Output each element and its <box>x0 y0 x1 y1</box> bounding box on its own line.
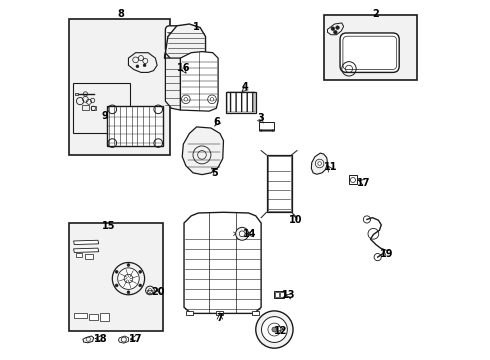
Circle shape <box>210 98 214 101</box>
Polygon shape <box>85 254 93 259</box>
Bar <box>262 129 263 131</box>
Circle shape <box>115 284 118 287</box>
Text: 17: 17 <box>357 178 370 188</box>
Polygon shape <box>180 51 218 111</box>
Bar <box>268 129 270 131</box>
Polygon shape <box>311 153 327 174</box>
Circle shape <box>127 264 130 266</box>
Circle shape <box>336 26 339 30</box>
Circle shape <box>146 286 154 295</box>
Circle shape <box>256 311 293 348</box>
Bar <box>267 155 292 212</box>
Bar <box>191 59 195 63</box>
Text: 2: 2 <box>372 9 379 19</box>
Circle shape <box>112 262 145 295</box>
Circle shape <box>374 253 381 261</box>
Polygon shape <box>74 248 98 252</box>
Text: 9: 9 <box>102 111 108 121</box>
Text: 8: 8 <box>118 9 125 19</box>
Polygon shape <box>166 24 205 62</box>
Circle shape <box>364 216 370 223</box>
Polygon shape <box>89 315 98 320</box>
Bar <box>107 107 163 146</box>
Bar <box>198 59 202 63</box>
Text: 12: 12 <box>274 325 288 336</box>
Bar <box>266 129 267 131</box>
Polygon shape <box>76 253 82 257</box>
Text: 13: 13 <box>282 291 296 301</box>
Circle shape <box>331 27 335 31</box>
Bar <box>170 59 173 63</box>
Polygon shape <box>74 313 87 318</box>
Bar <box>186 311 193 315</box>
Bar <box>259 129 261 131</box>
Bar <box>176 59 181 63</box>
Bar <box>259 122 274 130</box>
Circle shape <box>262 317 287 342</box>
Circle shape <box>239 231 245 237</box>
Bar <box>349 175 357 184</box>
Bar <box>69 19 170 155</box>
Polygon shape <box>184 212 261 314</box>
Bar <box>75 93 78 95</box>
FancyBboxPatch shape <box>340 33 399 72</box>
Text: 20: 20 <box>151 287 165 297</box>
Bar <box>274 291 285 298</box>
Circle shape <box>148 289 152 292</box>
Circle shape <box>334 31 337 34</box>
Bar <box>264 129 265 131</box>
Text: 3: 3 <box>258 113 265 123</box>
Text: 10: 10 <box>289 215 302 225</box>
Polygon shape <box>74 240 98 244</box>
Polygon shape <box>100 314 109 320</box>
Circle shape <box>115 270 118 273</box>
Circle shape <box>136 65 139 68</box>
Text: 6: 6 <box>213 117 220 127</box>
Bar <box>252 311 259 315</box>
Text: 19: 19 <box>380 248 393 258</box>
Bar <box>280 292 284 297</box>
Bar <box>227 93 255 112</box>
Text: 18: 18 <box>94 333 108 343</box>
Text: 16: 16 <box>177 63 191 73</box>
Polygon shape <box>119 336 128 343</box>
Text: 17: 17 <box>129 333 143 343</box>
Bar <box>324 15 417 80</box>
Circle shape <box>272 327 277 332</box>
Circle shape <box>139 284 142 287</box>
Circle shape <box>184 98 188 101</box>
Circle shape <box>143 64 146 67</box>
Text: 5: 5 <box>211 168 218 178</box>
Text: 7: 7 <box>217 313 223 323</box>
Bar <box>275 292 279 297</box>
Text: 4: 4 <box>242 82 248 92</box>
Bar <box>272 129 274 131</box>
Polygon shape <box>183 73 190 82</box>
Text: 15: 15 <box>102 221 116 230</box>
Bar <box>147 291 152 293</box>
Bar <box>268 156 291 211</box>
FancyBboxPatch shape <box>166 26 197 53</box>
Bar <box>226 92 256 113</box>
Circle shape <box>118 268 139 289</box>
Circle shape <box>236 227 248 240</box>
Text: 14: 14 <box>243 229 256 239</box>
Text: 11: 11 <box>324 162 338 172</box>
Polygon shape <box>327 23 343 35</box>
Circle shape <box>127 291 130 294</box>
Bar <box>270 129 271 131</box>
Circle shape <box>318 162 321 165</box>
Circle shape <box>139 270 142 273</box>
Bar <box>73 83 130 134</box>
Bar <box>216 311 223 315</box>
Polygon shape <box>83 336 94 343</box>
Polygon shape <box>164 53 180 110</box>
Polygon shape <box>182 127 223 175</box>
Bar <box>69 223 163 330</box>
Text: 1: 1 <box>193 22 200 32</box>
Polygon shape <box>128 53 157 72</box>
